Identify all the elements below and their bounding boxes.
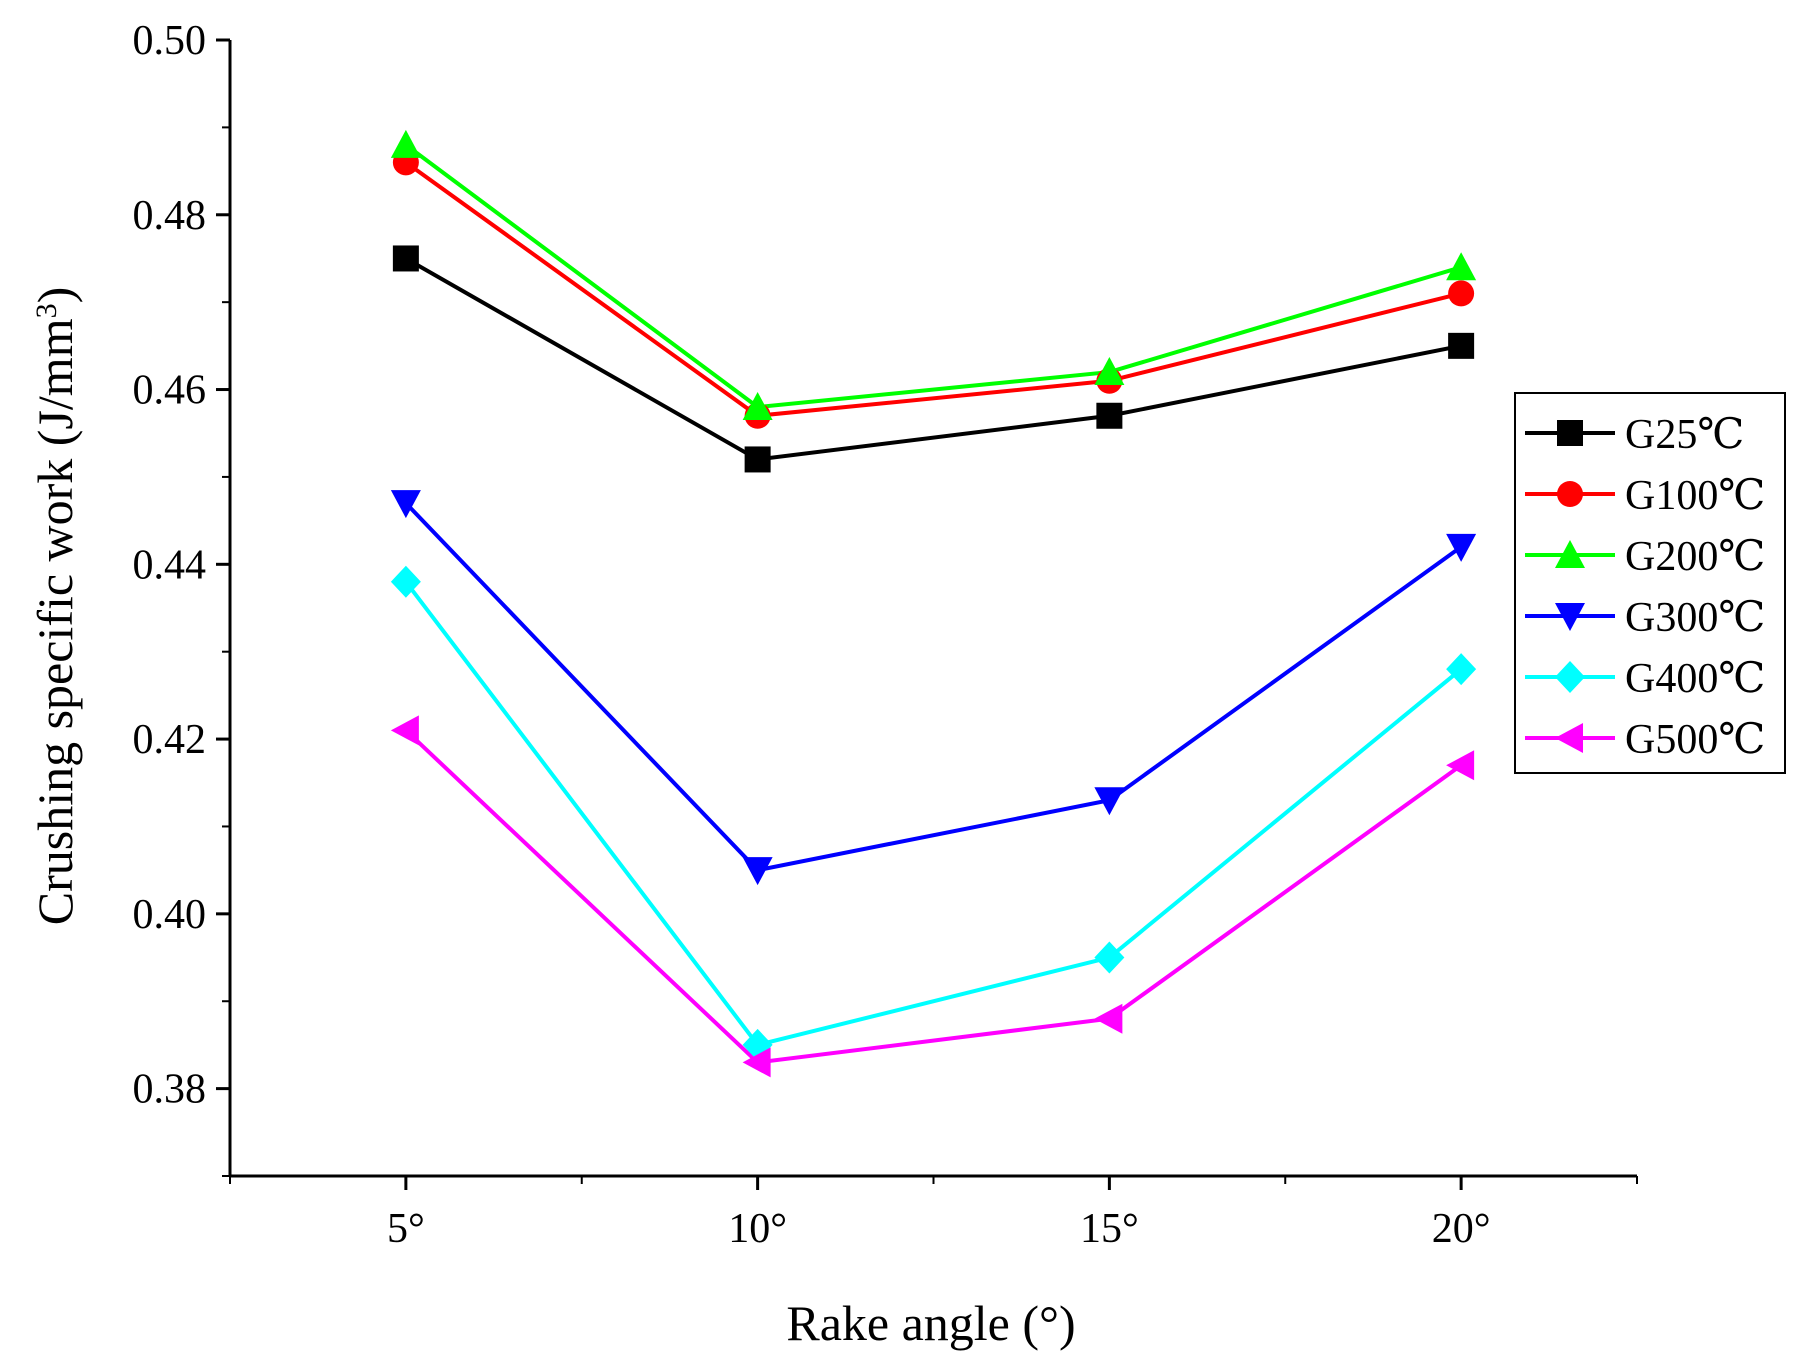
legend-label: G25℃	[1625, 412, 1744, 458]
data-point	[1446, 533, 1477, 562]
data-point	[392, 245, 419, 272]
data-point	[390, 715, 419, 746]
series-line	[404, 143, 1462, 410]
series-markers	[390, 129, 1477, 1078]
series-line	[404, 256, 1462, 462]
data-point	[742, 1047, 771, 1078]
legend-marker	[1557, 481, 1583, 507]
legend-label: G400℃	[1625, 656, 1765, 702]
y-tick-label: 0.46	[133, 368, 207, 414]
legend-box	[1514, 392, 1786, 774]
series-line	[404, 160, 1462, 418]
legend-marker	[1555, 661, 1585, 693]
y-axis-title-main: Crushing specific work (J/mm	[27, 318, 83, 925]
data-point	[1446, 750, 1475, 781]
legend-label: G300℃	[1625, 595, 1765, 641]
data-point	[742, 392, 773, 421]
series-line	[404, 728, 1463, 1065]
y-tick-label: 0.50	[133, 18, 207, 64]
y-axis-title-superscript: 3	[30, 303, 63, 318]
x-tick-label: 15°	[1080, 1206, 1139, 1252]
data-point	[1094, 357, 1125, 386]
data-point	[1094, 1003, 1123, 1034]
data-point	[1094, 941, 1125, 974]
y-tick-label: 0.40	[133, 892, 207, 938]
data-point	[1094, 787, 1125, 816]
y-axis-title: Crushing specific work (J/mm3)	[27, 287, 83, 926]
legend-marker	[1557, 420, 1583, 446]
data-point	[1448, 332, 1475, 359]
y-tick-label: 0.48	[133, 193, 207, 239]
y-tick-label: 0.42	[133, 717, 207, 763]
axes: 0.38 0.40 0.42 0.44 0.46 0.48 0.50 5° 10° 15° 20°	[133, 18, 1638, 1252]
data-point	[1096, 402, 1123, 429]
legend-marker	[1555, 603, 1585, 631]
legend-label: G100℃	[1625, 473, 1765, 519]
data-point	[1446, 653, 1477, 686]
x-tick-label: 20°	[1432, 1206, 1491, 1252]
data-point	[390, 490, 421, 519]
data-point	[390, 129, 421, 158]
legend-label: G500℃	[1625, 717, 1765, 763]
x-tick-label: 10°	[728, 1206, 787, 1252]
x-tick-label: 5°	[387, 1206, 425, 1252]
legend: G25℃ G100℃ G200℃ G300℃ G400℃ G500℃	[1514, 392, 1786, 774]
data-point	[1446, 252, 1477, 281]
data-point	[742, 857, 773, 886]
series-line	[404, 580, 1463, 1048]
legend-label: G200℃	[1625, 534, 1765, 580]
series-line	[404, 501, 1463, 873]
legend-marker	[1555, 540, 1585, 568]
series-lines	[404, 143, 1463, 1065]
data-point	[390, 565, 421, 598]
data-point	[1448, 280, 1475, 307]
data-point	[744, 446, 771, 473]
y-tick-label: 0.38	[133, 1067, 207, 1113]
y-axis-title-close: )	[27, 287, 83, 304]
x-axis-title: Rake angle (°)	[786, 1295, 1075, 1351]
legend-marker	[1555, 723, 1583, 753]
y-tick-label: 0.44	[133, 542, 207, 588]
